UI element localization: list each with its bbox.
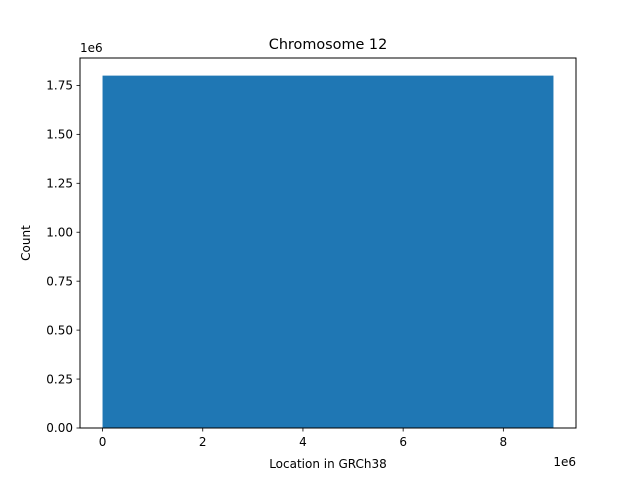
x-tick-label: 2 (199, 435, 207, 449)
x-tick-label: 6 (399, 435, 407, 449)
y-axis-label: Count (19, 225, 33, 261)
y-tick-label: 0.25 (46, 372, 73, 386)
x-tick-label: 0 (99, 435, 107, 449)
y-tick-label: 1.50 (46, 128, 73, 142)
x-axis-offset-label: 1e6 (553, 455, 576, 469)
y-axis-ticks: 0.00 0.25 0.50 0.75 1.00 1.25 1.50 1.75 (46, 79, 80, 435)
y-tick-label: 0.75 (46, 274, 73, 288)
x-tick-label: 8 (500, 435, 508, 449)
x-tick-label: 4 (299, 435, 307, 449)
y-tick-label: 1.25 (46, 176, 73, 190)
bars (102, 75, 554, 428)
y-tick-label: 1.00 (46, 225, 73, 239)
y-tick-label: 1.75 (46, 79, 73, 93)
x-axis-ticks: 0 2 4 6 8 (99, 428, 507, 449)
histogram-bar-0 (102, 75, 554, 428)
x-axis-label: Location in GRCh38 (269, 457, 387, 471)
y-axis-offset-label: 1e6 (80, 41, 103, 55)
y-tick-label: 0.00 (46, 421, 73, 435)
y-tick-label: 0.50 (46, 323, 73, 337)
plot-frame (79, 57, 577, 429)
chart-title: Chromosome 12 (269, 37, 387, 53)
